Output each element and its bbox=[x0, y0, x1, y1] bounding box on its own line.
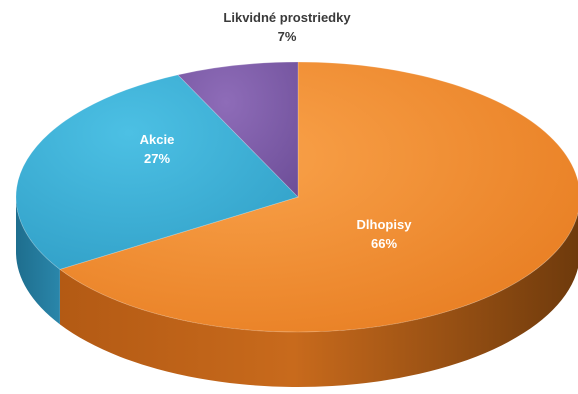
data-label-akcie: Akcie 27% bbox=[140, 132, 175, 166]
pie-slice-dlhopisy bbox=[59, 61, 578, 333]
data-label-dlhopisy: Dlhopisy 66% bbox=[357, 217, 413, 251]
pie-slice-likvidné-prostriedky bbox=[177, 61, 299, 198]
pie-slice-akcie bbox=[15, 74, 299, 270]
pie-wall-akcie bbox=[16, 197, 60, 325]
data-label-likvidné-prostriedky: Likvidné prostriedky 7% bbox=[223, 10, 351, 44]
pie-wall-dlhopisy bbox=[59, 212, 578, 387]
